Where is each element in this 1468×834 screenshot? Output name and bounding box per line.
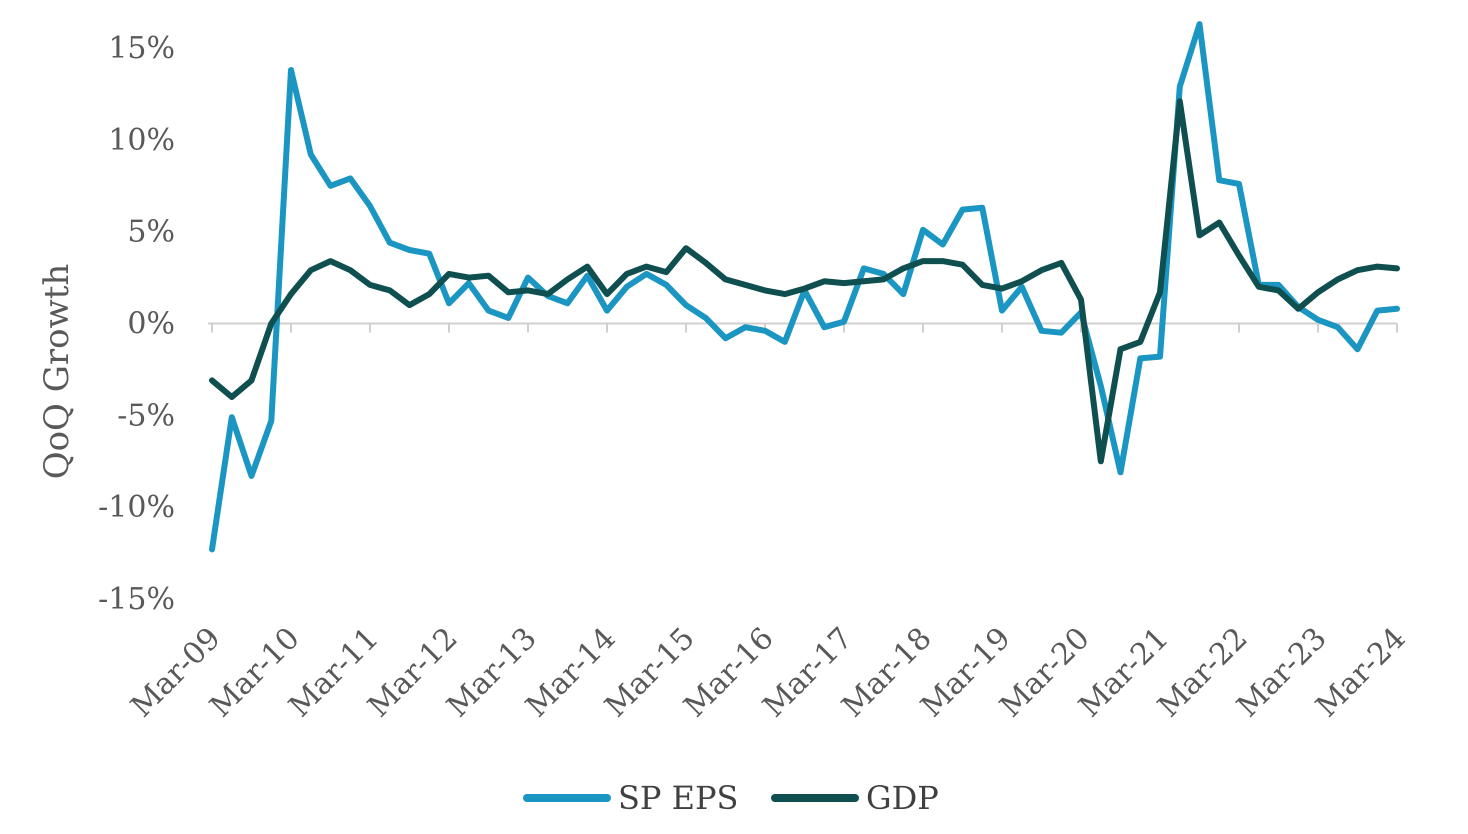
legend-label: GDP [866, 779, 939, 817]
y-axis-title: QoQ Growth [37, 264, 77, 480]
x-axis-tick-labels: Mar-09Mar-10Mar-11Mar-12Mar-13Mar-14Mar-… [124, 621, 1412, 724]
legend: SP EPS GDP [523, 779, 939, 817]
y-tick-label: 5% [127, 215, 175, 250]
y-tick-label: 0% [127, 307, 175, 342]
y-tick-label: -15% [98, 582, 175, 617]
y-axis-tick-labels: 15% 10% 5% 0% -5% -10% -15% [98, 31, 175, 617]
y-tick-label: -10% [98, 490, 175, 525]
legend-label: SP EPS [618, 779, 738, 817]
series-lines [209, 21, 1400, 553]
x-axis-ticks [211, 323, 1398, 333]
y-tick-label: -5% [117, 398, 175, 433]
y-tick-label: 15% [108, 31, 175, 66]
y-tick-label: 10% [108, 123, 175, 158]
series-line-gdp [209, 98, 1400, 465]
x-tick-label: Mar-24 [1309, 621, 1412, 724]
